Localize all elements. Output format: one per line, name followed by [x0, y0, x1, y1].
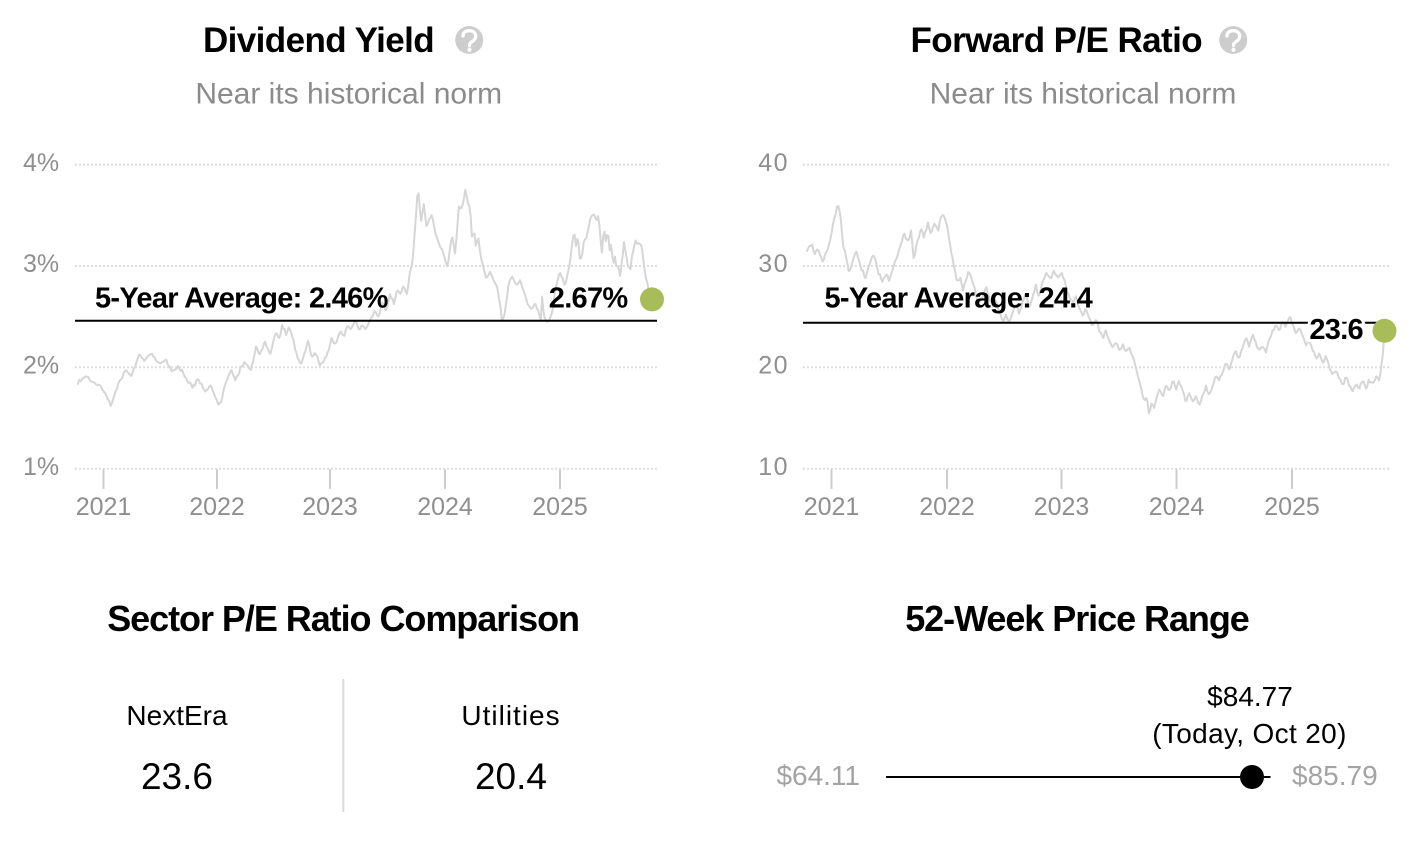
svg-text:2025: 2025 [532, 493, 588, 521]
svg-text:40: 40 [758, 149, 789, 177]
svg-text:2022: 2022 [189, 493, 245, 521]
svg-text:2023: 2023 [302, 493, 358, 521]
svg-text:$64.11: $64.11 [776, 760, 860, 791]
svg-text:23.6: 23.6 [141, 756, 213, 797]
svg-text:20.4: 20.4 [475, 756, 547, 797]
svg-text:2024: 2024 [1149, 493, 1205, 521]
svg-text:1%: 1% [23, 453, 59, 481]
svg-text:2021: 2021 [804, 493, 860, 521]
svg-text:30: 30 [758, 250, 789, 278]
svg-text:(Today, Oct 20): (Today, Oct 20) [1152, 718, 1347, 749]
svg-text:2025: 2025 [1264, 493, 1320, 521]
svg-text:23.6: 23.6 [1309, 314, 1363, 346]
svg-text:$84.77: $84.77 [1207, 681, 1293, 712]
svg-text:Forward P/E Ratio: Forward P/E Ratio [911, 21, 1203, 60]
svg-text:2021: 2021 [76, 493, 132, 521]
svg-text:10: 10 [758, 453, 789, 481]
svg-text:Sector P/E Ratio Comparison: Sector P/E Ratio Comparison [107, 598, 579, 639]
svg-text:$85.79: $85.79 [1292, 760, 1378, 791]
svg-text:Near its historical norm: Near its historical norm [195, 77, 502, 110]
svg-text:2024: 2024 [417, 493, 473, 521]
svg-text:4%: 4% [23, 149, 59, 177]
svg-text:52-Week Price Range: 52-Week Price Range [905, 598, 1249, 639]
svg-text:2.67%: 2.67% [549, 282, 629, 314]
svg-text:5-Year Average: 2.46%: 5-Year Average: 2.46% [95, 283, 389, 315]
svg-text:NextEra: NextEra [126, 700, 228, 731]
svg-text:Near its historical norm: Near its historical norm [930, 77, 1237, 110]
svg-text:Utilities: Utilities [461, 700, 560, 731]
svg-text:2022: 2022 [919, 493, 975, 521]
svg-text:20: 20 [758, 352, 789, 380]
svg-text:2%: 2% [23, 352, 59, 380]
svg-text:2023: 2023 [1034, 493, 1090, 521]
svg-text:3%: 3% [23, 250, 59, 278]
svg-text:Dividend Yield: Dividend Yield [203, 21, 434, 60]
svg-text:5-Year Average: 24.4: 5-Year Average: 24.4 [825, 283, 1093, 315]
